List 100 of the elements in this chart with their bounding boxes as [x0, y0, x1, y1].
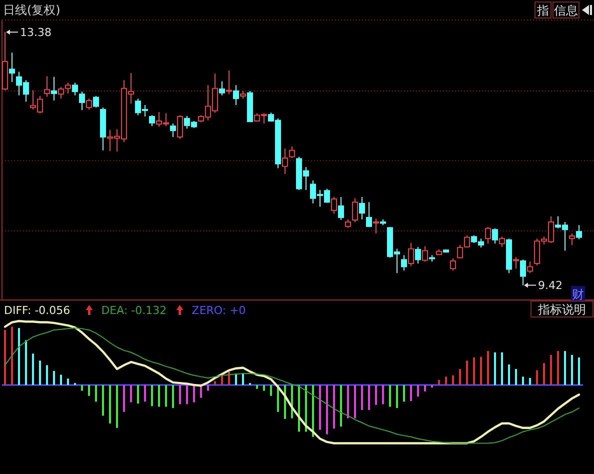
bar [389, 385, 391, 407]
candlestick [51, 76, 57, 102]
bar [193, 385, 195, 402]
bar [151, 385, 153, 406]
bar [508, 364, 510, 385]
bar [382, 385, 384, 404]
bar [158, 385, 160, 407]
bar [228, 372, 230, 385]
text: 信息 [554, 4, 578, 18]
bar [466, 360, 468, 385]
bar [179, 385, 181, 404]
bar [214, 381, 216, 385]
candlestick [86, 98, 92, 110]
bar [242, 373, 244, 385]
bar [263, 385, 265, 391]
series-label: DIFF: -0.056 [4, 304, 70, 317]
bar [543, 363, 545, 385]
bar [368, 385, 370, 410]
text: 指标说明 [537, 302, 586, 316]
candlestick [415, 246, 421, 264]
candlestick [331, 196, 337, 214]
bar [326, 385, 328, 434]
bar [480, 356, 482, 385]
bar [81, 385, 83, 391]
candlestick [226, 70, 232, 95]
bar [32, 354, 34, 385]
bar [354, 385, 356, 418]
candlestick [72, 82, 78, 96]
bar [536, 370, 538, 385]
bar [361, 385, 363, 410]
bar [403, 385, 405, 402]
candlestick [485, 226, 491, 244]
bar [235, 373, 237, 385]
bar [417, 385, 419, 397]
bar [571, 354, 573, 385]
bar [186, 385, 188, 404]
bar [424, 385, 426, 392]
candlestick [401, 254, 407, 272]
candlestick [219, 80, 225, 96]
bar [438, 380, 440, 385]
bar [550, 354, 552, 385]
candlestick [499, 236, 505, 248]
bar [39, 360, 41, 385]
candlestick [9, 52, 15, 82]
bar [102, 385, 104, 416]
text: 指 [536, 4, 549, 18]
bar [144, 385, 146, 402]
candlestick [282, 148, 288, 175]
candlestick [289, 146, 295, 159]
bar [452, 375, 454, 385]
bar [116, 385, 118, 428]
candlestick [44, 76, 50, 98]
bar [305, 385, 307, 432]
bar [564, 351, 566, 385]
candlestick [93, 96, 99, 108]
candlestick [576, 224, 582, 240]
candlestick [408, 242, 414, 267]
bar [319, 385, 321, 430]
candlestick [450, 258, 456, 272]
candlestick [366, 202, 372, 228]
bar [207, 385, 209, 391]
bar [46, 365, 48, 385]
bar [25, 340, 27, 385]
candlestick [352, 198, 358, 222]
bar [459, 369, 461, 385]
bar [312, 385, 314, 437]
bar [445, 376, 447, 385]
candlestick [492, 228, 498, 244]
bar [333, 385, 335, 429]
candlestick [527, 261, 533, 274]
bar [431, 385, 433, 388]
bar [88, 385, 90, 396]
bar [494, 352, 496, 385]
annotation: 9.42 [538, 279, 562, 292]
bar [270, 385, 272, 396]
bar [4, 330, 6, 385]
bar [18, 328, 20, 385]
candlestick [513, 256, 519, 270]
bar [172, 385, 174, 408]
bar [410, 385, 412, 401]
bar [137, 385, 139, 404]
bar [529, 378, 531, 385]
candlestick [359, 196, 365, 220]
annotation: 财 [572, 288, 584, 302]
chart-title: 日线(复权) [3, 3, 60, 17]
bar [109, 385, 111, 424]
bar [60, 374, 62, 385]
bar [375, 385, 377, 405]
bar [11, 326, 13, 385]
bar [522, 376, 524, 385]
bar [396, 385, 398, 408]
bar [340, 385, 342, 427]
candlestick [233, 84, 239, 106]
annotation: 13.38 [20, 26, 52, 40]
candlestick [170, 123, 176, 138]
candlestick [422, 246, 428, 262]
candlestick [149, 114, 155, 127]
candlestick [177, 114, 183, 140]
bar [95, 385, 97, 402]
candlestick [373, 218, 379, 234]
